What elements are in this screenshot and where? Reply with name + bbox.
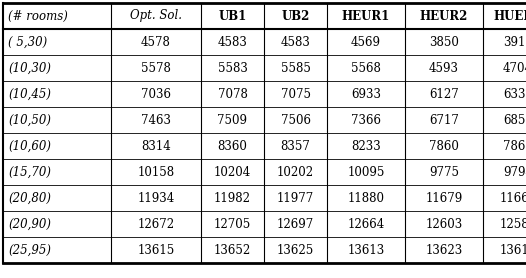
Text: 12697: 12697	[277, 217, 314, 230]
Text: 13613: 13613	[347, 244, 385, 257]
Text: (# rooms): (# rooms)	[8, 9, 68, 23]
Text: 12588: 12588	[500, 217, 526, 230]
Text: 8314: 8314	[141, 140, 171, 153]
Text: 11977: 11977	[277, 192, 314, 205]
Text: 5568: 5568	[351, 61, 381, 75]
Text: 13615: 13615	[137, 244, 175, 257]
Text: (20,80): (20,80)	[8, 192, 51, 205]
Text: 5585: 5585	[280, 61, 310, 75]
Text: 7078: 7078	[218, 88, 247, 101]
Text: 12705: 12705	[214, 217, 251, 230]
Text: 7506: 7506	[280, 113, 310, 126]
Text: 8360: 8360	[218, 140, 247, 153]
Text: 4593: 4593	[429, 61, 459, 75]
Text: 10095: 10095	[347, 165, 385, 178]
Text: 3850: 3850	[429, 36, 459, 48]
Text: 11982: 11982	[214, 192, 251, 205]
Text: 13625: 13625	[277, 244, 314, 257]
Text: HEUR1: HEUR1	[342, 9, 390, 23]
Text: 4704: 4704	[503, 61, 526, 75]
Text: (10,45): (10,45)	[8, 88, 51, 101]
Text: 7463: 7463	[141, 113, 171, 126]
Text: 12672: 12672	[137, 217, 175, 230]
Text: 7366: 7366	[351, 113, 381, 126]
Text: HUER4: HUER4	[494, 9, 526, 23]
Text: UB1: UB1	[218, 9, 247, 23]
Text: 12664: 12664	[347, 217, 385, 230]
Text: 4583: 4583	[218, 36, 247, 48]
Text: (10,30): (10,30)	[8, 61, 51, 75]
Text: 6933: 6933	[351, 88, 381, 101]
Text: (10,60): (10,60)	[8, 140, 51, 153]
Text: 7036: 7036	[141, 88, 171, 101]
Text: 6857: 6857	[503, 113, 526, 126]
Text: 10158: 10158	[137, 165, 175, 178]
Text: 6127: 6127	[429, 88, 459, 101]
Text: 11880: 11880	[348, 192, 385, 205]
Text: 9794: 9794	[503, 165, 526, 178]
Text: UB2: UB2	[281, 9, 310, 23]
Text: Opt. Sol.: Opt. Sol.	[130, 9, 182, 23]
Text: 5583: 5583	[218, 61, 247, 75]
Text: 8357: 8357	[280, 140, 310, 153]
Text: 9775: 9775	[429, 165, 459, 178]
Text: HEUR2: HEUR2	[420, 9, 468, 23]
Text: 12603: 12603	[426, 217, 463, 230]
Text: 7867: 7867	[503, 140, 526, 153]
Text: 7860: 7860	[429, 140, 459, 153]
Text: 11934: 11934	[137, 192, 175, 205]
Text: 4583: 4583	[280, 36, 310, 48]
Text: (20,90): (20,90)	[8, 217, 51, 230]
Text: 13652: 13652	[214, 244, 251, 257]
Text: 6717: 6717	[429, 113, 459, 126]
Text: 4578: 4578	[141, 36, 171, 48]
Text: ( 5,30): ( 5,30)	[8, 36, 47, 48]
Text: 5578: 5578	[141, 61, 171, 75]
Text: 7075: 7075	[280, 88, 310, 101]
Text: 11679: 11679	[426, 192, 463, 205]
Text: 13614: 13614	[499, 244, 526, 257]
Text: (25,95): (25,95)	[8, 244, 51, 257]
Text: 4569: 4569	[351, 36, 381, 48]
Text: 10204: 10204	[214, 165, 251, 178]
Text: (15,70): (15,70)	[8, 165, 51, 178]
Text: (10,50): (10,50)	[8, 113, 51, 126]
Text: 3919: 3919	[503, 36, 526, 48]
Text: 6339: 6339	[503, 88, 526, 101]
Text: 8233: 8233	[351, 140, 381, 153]
Text: 13623: 13623	[426, 244, 463, 257]
Text: 10202: 10202	[277, 165, 314, 178]
Text: 7509: 7509	[217, 113, 248, 126]
Text: 11667: 11667	[499, 192, 526, 205]
